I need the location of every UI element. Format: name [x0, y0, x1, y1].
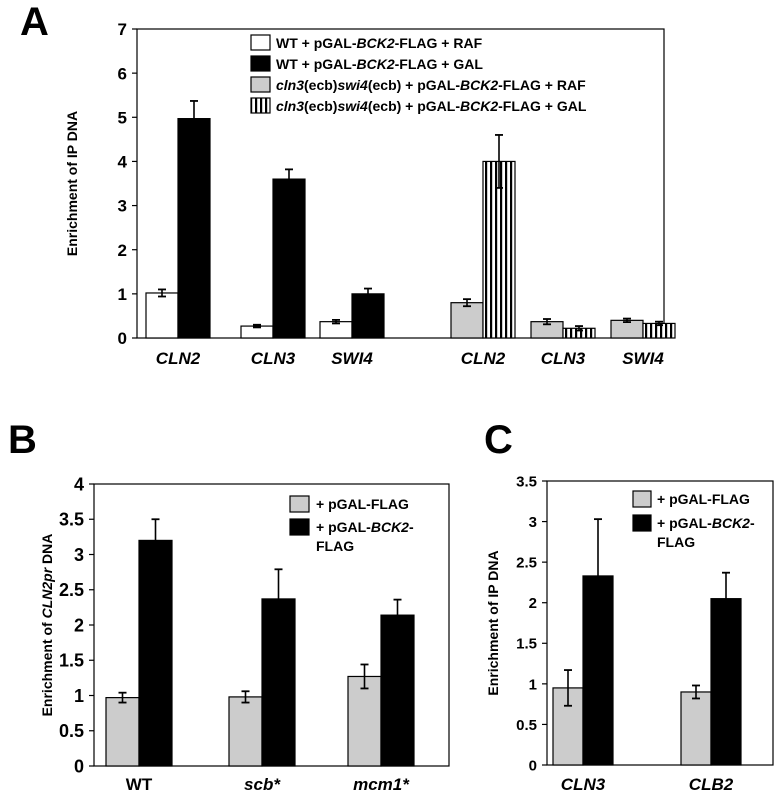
legend-label-a: cln3(ecb)swi4(ecb) + pGAL-BCK2-FLAG + RA…	[276, 77, 586, 93]
legend-swatch-a	[250, 55, 271, 72]
a-ytick-label: 4	[118, 153, 128, 172]
panel-label-b: B	[8, 418, 37, 462]
b-ytick-label: 3.5	[59, 510, 84, 530]
category-label-a: CLN2	[461, 349, 506, 368]
bar-a-series1	[177, 118, 211, 339]
legend-swatch-c	[632, 514, 652, 532]
bar-a-series1	[351, 293, 385, 339]
panel-a-chart: 0 1 2 3 4 5 6 7 Enrichment of IP DNA CLN2 CLN3 SWI4…	[64, 20, 676, 368]
bar-a-series3	[482, 160, 516, 339]
panel-c-chart: 0 0.5 1 1.5 2 2.5 3 3.5 Enrichment of IP DNA CLN3…	[485, 473, 774, 794]
legend-label-b: + pGAL-BCK2-	[316, 519, 414, 535]
c-ytick-label: 2	[529, 595, 537, 612]
legend-swatch-a	[250, 34, 271, 51]
panel-b-chart: 0 0.5 1 1.5 2 2.5 3 3.5 4 Enrichment of CLN2pr DN…	[39, 474, 450, 794]
category-label-b: scb*	[244, 775, 281, 794]
a-ytick-label: 5	[118, 108, 127, 127]
b-ytick-label: 0	[74, 756, 84, 776]
bar-a-series2	[450, 302, 484, 339]
c-ytick-label: 1	[529, 676, 537, 693]
category-label-a: SWI4	[622, 349, 664, 368]
legend-swatch-b	[289, 495, 310, 513]
bar-b-series1	[380, 614, 415, 767]
category-label-a: SWI4	[331, 349, 373, 368]
category-label-b: mcm1*	[353, 775, 410, 794]
b-ytick-label: 0.5	[59, 721, 84, 741]
legend-label-c: FLAG	[657, 534, 695, 550]
y-axis-label-b: Enrichment of CLN2pr DNA	[39, 534, 55, 717]
c-ytick-label: 2.5	[516, 555, 537, 572]
bar-b-series0	[105, 697, 140, 767]
bar-a-series0	[145, 292, 179, 339]
legend-label-c: + pGAL-BCK2-	[657, 515, 755, 531]
c-ytick-label: 3	[529, 514, 537, 531]
a-ytick-label: 6	[118, 64, 127, 83]
legend-swatch-a	[250, 76, 271, 93]
c-ytick-label: 3.5	[516, 473, 537, 490]
b-ytick-label: 2	[74, 615, 84, 635]
bar-b-series0	[228, 696, 263, 767]
panel-label-c: C	[484, 418, 513, 462]
category-label-a: CLN3	[541, 349, 586, 368]
category-label-a: CLN3	[251, 349, 296, 368]
bar-b-series1	[138, 539, 173, 767]
legend-label-a: WT + pGAL-BCK2-FLAG + RAF	[276, 35, 483, 51]
a-ytick-label: 3	[118, 197, 127, 216]
bar-a-series1	[272, 178, 306, 339]
legend-label-a: cln3(ecb)swi4(ecb) + pGAL-BCK2-FLAG + GA…	[276, 98, 587, 114]
legend-label-b: + pGAL-FLAG	[316, 496, 409, 512]
bar-c-series0	[680, 691, 712, 766]
c-ytick-label: 0.5	[516, 717, 537, 734]
bar-b-series0	[347, 675, 382, 767]
b-ytick-label: 1.5	[59, 651, 84, 671]
panel-label-a: A	[20, 0, 49, 44]
b-ytick-label: 4	[74, 474, 84, 494]
b-ytick-label: 3	[74, 545, 84, 565]
b-ytick-label: 1	[74, 686, 84, 706]
a-ytick-label: 1	[118, 285, 127, 304]
plot-area-c	[546, 480, 774, 766]
y-axis-label-a: Enrichment of IP DNA	[64, 111, 80, 256]
a-ytick-label: 7	[118, 20, 127, 39]
y-axis-label-c: Enrichment of IP DNA	[485, 550, 501, 695]
legend-label-b: FLAG	[316, 538, 354, 554]
category-label-a: CLN2	[156, 349, 201, 368]
category-label-c: CLN3	[561, 775, 606, 794]
a-ytick-label: 0	[118, 329, 127, 348]
c-ytick-label: 0	[529, 757, 537, 774]
legend-swatch-b	[289, 518, 310, 536]
bar-c-series1	[710, 598, 742, 766]
plot-area-a	[136, 28, 665, 339]
c-ytick-label: 1.5	[516, 636, 537, 653]
b-ytick-label: 2.5	[59, 580, 84, 600]
category-label-c: CLB2	[689, 775, 734, 794]
category-label-b: WT	[126, 775, 153, 794]
legend-swatch-a	[250, 97, 271, 114]
legend-label-a: WT + pGAL-BCK2-FLAG + GAL	[276, 56, 483, 72]
legend-swatch-c	[632, 490, 652, 508]
a-ytick-label: 2	[118, 241, 127, 260]
legend-label-c: + pGAL-FLAG	[657, 491, 750, 507]
